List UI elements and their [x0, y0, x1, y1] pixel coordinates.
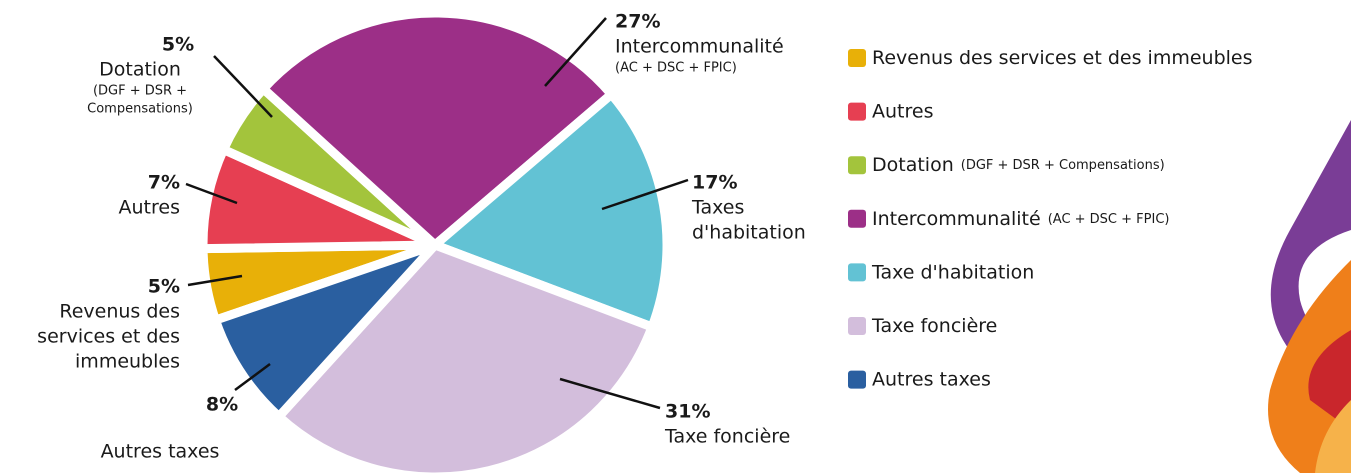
pie-slice	[274, 240, 657, 473]
pie-slice	[430, 89, 672, 332]
slice-label: services et des	[37, 326, 180, 348]
slice-value-label: 5%	[162, 34, 194, 56]
slice-value-label: 8%	[206, 394, 238, 416]
legend-label-text: Dotation	[872, 154, 954, 176]
slice-value-label: 7%	[148, 172, 180, 194]
pie-slice	[258, 8, 616, 250]
slice-value-label: 17%	[692, 172, 737, 194]
slice-value-label: 31%	[665, 401, 710, 423]
slice-label: Dotation	[99, 59, 181, 81]
slice-label: immeubles	[75, 351, 180, 373]
legend-label-text: Autres	[872, 100, 933, 122]
leader-line	[185, 182, 238, 205]
legend-label: Taxe foncière	[871, 315, 997, 337]
slice-note: Compensations)	[87, 102, 193, 117]
slice-label: Revenus des	[59, 301, 180, 323]
slice-label: Intercommunalité	[615, 36, 784, 58]
legend-label-text: Taxe foncière	[871, 315, 997, 337]
legend-label: Dotation (DGF + DSR + Compensations)	[872, 154, 1165, 176]
legend-swatch	[848, 317, 866, 335]
leader-line	[234, 362, 271, 392]
legend-label-text: Taxe d'habitation	[871, 261, 1034, 283]
slice-value-label: 5%	[148, 276, 180, 298]
slice-value-label: 27%	[615, 11, 660, 33]
legend-label: Intercommunalité (AC + DSC + FPIC)	[872, 207, 1169, 229]
legend-note: (AC + DSC + FPIC)	[1048, 211, 1170, 226]
leader-line	[213, 55, 273, 118]
leader-line	[601, 178, 689, 211]
logo-decoration	[1268, 120, 1351, 473]
legend-swatch	[848, 49, 866, 67]
legend-label-text: Intercommunalité	[872, 207, 1041, 229]
legend-label: Autres	[872, 100, 933, 122]
slice-label: d'habitation	[692, 222, 806, 244]
legend-label: Revenus des services et des immeubles	[872, 47, 1253, 69]
legend-label: Autres taxes	[872, 368, 991, 390]
legend-swatch	[848, 263, 866, 282]
slice-note: (AC + DSC + FPIC)	[615, 61, 737, 76]
leader-line	[559, 377, 661, 410]
legend-swatch	[848, 370, 866, 389]
leader-line	[187, 274, 243, 287]
pie-slice	[211, 240, 440, 422]
leader-line	[544, 17, 607, 87]
legend-label-text: Autres taxes	[872, 368, 991, 390]
slice-label: Taxe foncière	[664, 426, 790, 448]
slice-label: Autres	[119, 197, 180, 219]
slice-label: Taxes	[691, 197, 744, 219]
slice-label: Autres taxes	[101, 441, 220, 463]
legend-label-text: Revenus des services et des immeubles	[872, 47, 1253, 69]
legend-swatch	[848, 209, 866, 228]
legend-swatch	[848, 102, 866, 121]
legend-note: (DGF + DSR + Compensations)	[961, 158, 1165, 173]
legend-swatch	[848, 156, 866, 175]
slice-note: (DGF + DSR +	[93, 84, 187, 99]
legend-label: Taxe d'habitation	[871, 261, 1034, 283]
